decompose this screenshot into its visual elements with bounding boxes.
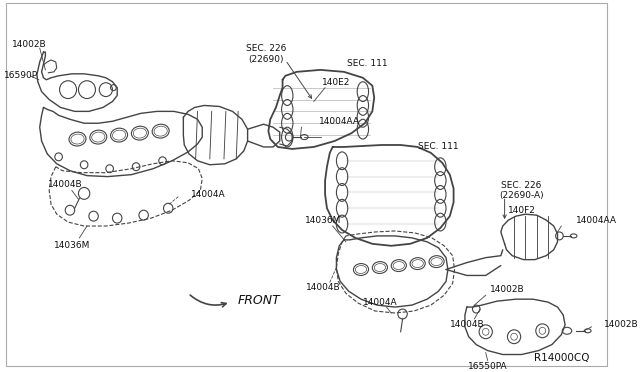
Text: 16550PA: 16550PA: [468, 362, 508, 371]
Text: 140E2: 140E2: [322, 78, 351, 87]
Text: 14002B: 14002B: [604, 320, 639, 329]
Text: 14004AA: 14004AA: [575, 216, 616, 225]
Text: 16590P: 16590P: [4, 71, 38, 80]
Text: 140F2: 140F2: [508, 206, 536, 215]
Text: 14004A: 14004A: [363, 298, 397, 307]
Text: SEC. 226
(22690): SEC. 226 (22690): [246, 44, 287, 64]
Text: R14000CQ: R14000CQ: [534, 353, 589, 363]
Text: 14036M: 14036M: [54, 241, 90, 250]
Text: 14004B: 14004B: [306, 283, 340, 292]
Text: 14036M: 14036M: [305, 216, 341, 225]
Text: 14004A: 14004A: [191, 190, 225, 199]
Text: 14002B: 14002B: [12, 40, 47, 49]
Text: FRONT: FRONT: [238, 294, 281, 307]
Text: 14004B: 14004B: [48, 180, 83, 189]
Text: 14002B: 14002B: [490, 285, 524, 294]
Text: 14004B: 14004B: [449, 320, 484, 329]
Text: SEC. 111: SEC. 111: [418, 142, 459, 151]
Text: SEC. 226
(22690-A): SEC. 226 (22690-A): [499, 181, 544, 200]
Text: SEC. 111: SEC. 111: [348, 60, 388, 68]
Text: 14004AA: 14004AA: [319, 117, 360, 126]
